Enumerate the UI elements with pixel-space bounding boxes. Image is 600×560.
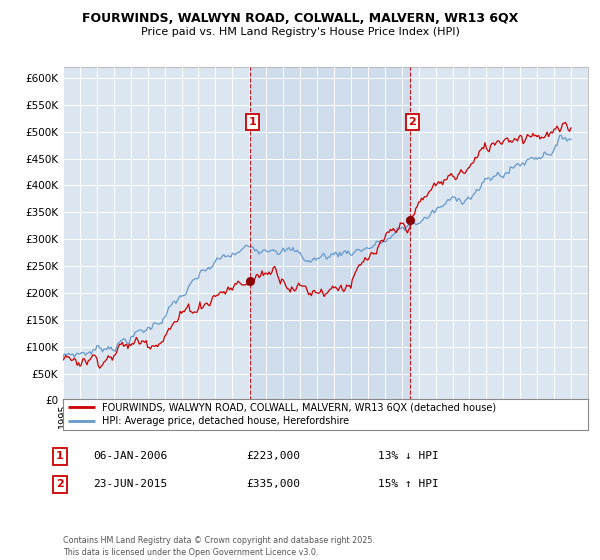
Text: 23-JUN-2015: 23-JUN-2015 [93, 479, 167, 489]
Text: Contains HM Land Registry data © Crown copyright and database right 2025.
This d: Contains HM Land Registry data © Crown c… [63, 536, 375, 557]
Text: FOURWINDS, WALWYN ROAD, COLWALL, MALVERN, WR13 6QX (detached house): FOURWINDS, WALWYN ROAD, COLWALL, MALVERN… [103, 402, 497, 412]
Text: 2: 2 [56, 479, 64, 489]
Text: £335,000: £335,000 [246, 479, 300, 489]
Text: 1: 1 [248, 117, 256, 127]
Text: 2: 2 [409, 117, 416, 127]
Text: HPI: Average price, detached house, Herefordshire: HPI: Average price, detached house, Here… [103, 416, 349, 426]
Bar [250, 67, 410, 400]
Text: 13% ↓ HPI: 13% ↓ HPI [378, 451, 439, 461]
Text: 06-JAN-2006: 06-JAN-2006 [93, 451, 167, 461]
Text: 1: 1 [56, 451, 64, 461]
Text: Price paid vs. HM Land Registry's House Price Index (HPI): Price paid vs. HM Land Registry's House … [140, 27, 460, 37]
Text: £223,000: £223,000 [246, 451, 300, 461]
Text: FOURWINDS, WALWYN ROAD, COLWALL, MALVERN, WR13 6QX: FOURWINDS, WALWYN ROAD, COLWALL, MALVERN… [82, 12, 518, 25]
Text: 15% ↑ HPI: 15% ↑ HPI [378, 479, 439, 489]
